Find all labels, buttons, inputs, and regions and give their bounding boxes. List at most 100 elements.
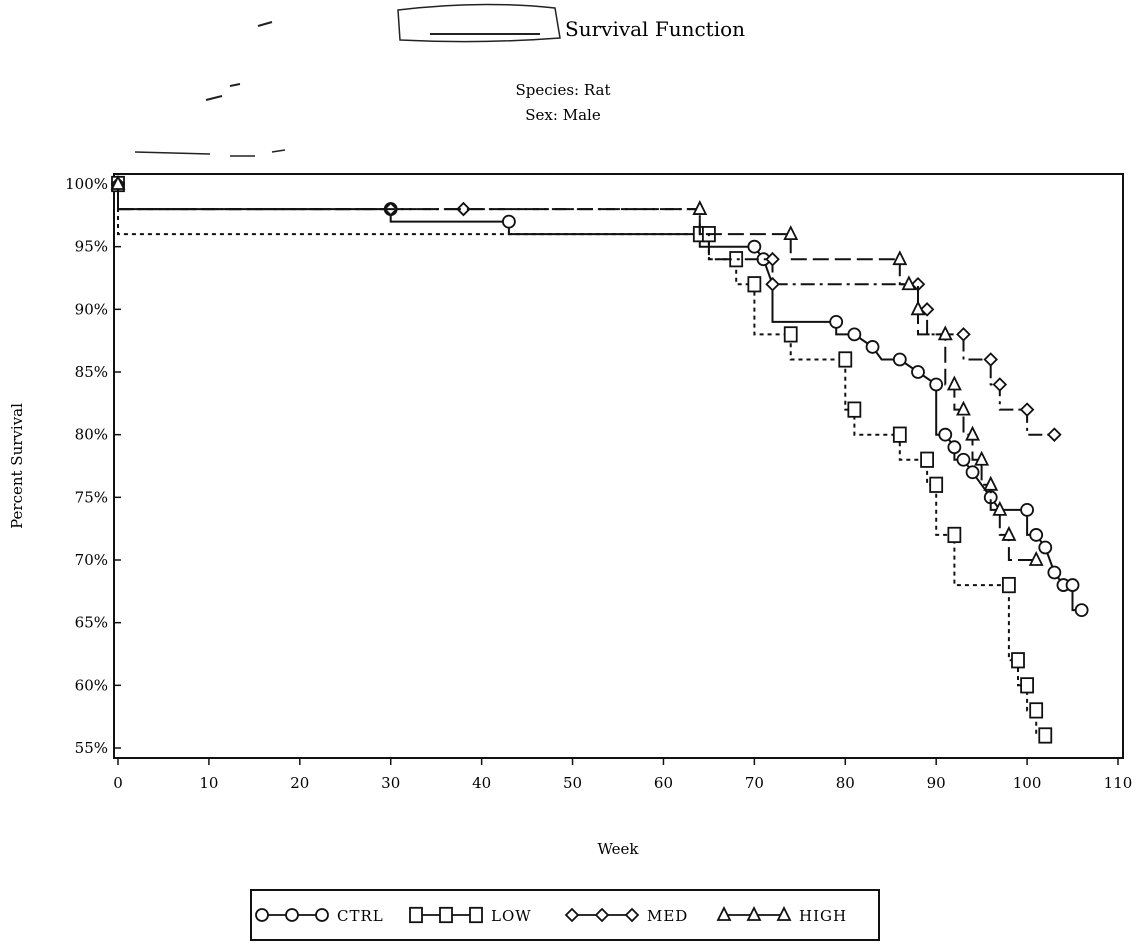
series-low	[111, 175, 1053, 744]
data-point-ctrl	[1020, 502, 1034, 517]
data-point-ctrl	[1038, 540, 1053, 555]
y-tick-label: 85%	[75, 363, 108, 381]
data-point-high	[1028, 550, 1044, 566]
legend-item-ctrl: CTRL	[255, 907, 384, 925]
data-point-med	[992, 377, 1008, 392]
data-point-high	[110, 174, 126, 190]
legend-marker-square	[469, 906, 483, 924]
x-tick-label: 20	[290, 774, 309, 792]
x-tick-label: 30	[381, 774, 400, 792]
data-point-ctrl	[1065, 578, 1080, 592]
y-axis: 100% 95% 90% 85% 80% 75% 70% 65% 60% 55%	[65, 175, 121, 757]
x-tick-label: 100	[1013, 774, 1042, 792]
data-point-low	[1011, 652, 1025, 669]
legend-label: HIGH	[799, 907, 847, 925]
data-point-med	[956, 327, 971, 342]
x-tick-label: 50	[563, 774, 582, 792]
data-point-high	[783, 225, 799, 241]
data-point-low	[1020, 677, 1034, 694]
legend-marker-diamond	[564, 907, 580, 923]
data-point-ctrl	[1074, 603, 1089, 618]
x-tick-label: 0	[113, 774, 123, 792]
series-line-high	[117, 184, 1037, 561]
x-tick-label: 60	[654, 774, 673, 792]
series-line-low	[117, 184, 1046, 737]
legend-marker-triangle	[776, 905, 792, 921]
data-point-ctrl	[947, 440, 962, 455]
x-tick-label: 90	[927, 774, 946, 792]
data-point-high	[692, 200, 708, 215]
data-point-med	[919, 302, 935, 317]
data-point-ctrl	[1029, 528, 1044, 542]
chart-subtitle-sex: Sex: Male	[525, 106, 601, 124]
data-point-high	[937, 325, 953, 341]
data-point-high	[892, 250, 908, 266]
data-point-low	[1002, 576, 1016, 594]
data-point-med	[983, 352, 999, 367]
data-point-low	[783, 326, 798, 343]
legend-label: CTRL	[337, 907, 384, 925]
data-point-med	[456, 201, 471, 217]
legend: CTRL LOW MED HIGH	[250, 889, 880, 941]
y-tick-label: 60%	[75, 676, 108, 694]
data-point-ctrl	[1047, 565, 1062, 580]
data-point-ctrl	[892, 352, 907, 367]
plot-frame	[113, 173, 1124, 759]
x-tick-label: 10	[199, 774, 218, 792]
x-tick-label: 70	[745, 774, 764, 792]
y-axis-label: Percent Survival	[8, 403, 26, 529]
data-point-ctrl	[502, 214, 516, 229]
y-tick-label: 55%	[75, 739, 108, 757]
data-point-high	[946, 375, 962, 391]
data-point-ctrl	[747, 239, 762, 254]
data-point-low	[747, 276, 762, 293]
legend-marker-circle	[315, 908, 329, 922]
data-point-low	[929, 476, 944, 493]
series-line-ctrl	[117, 184, 1082, 612]
x-tick-label: 80	[836, 774, 855, 792]
data-point-high	[983, 475, 999, 491]
data-point-low	[1038, 727, 1053, 744]
data-point-low	[838, 351, 853, 368]
legend-marker-triangle	[716, 905, 732, 921]
data-point-ctrl	[847, 327, 862, 342]
x-tick-label: 110	[1104, 774, 1133, 792]
x-axis-label: Week	[597, 840, 639, 858]
data-point-high	[974, 450, 990, 466]
data-point-ctrl	[829, 314, 844, 329]
legend-marker-diamond	[594, 907, 610, 923]
data-point-low	[847, 401, 862, 418]
y-tick-label: 90%	[75, 300, 108, 318]
data-point-low	[920, 451, 934, 468]
legend-box	[250, 889, 880, 941]
data-point-high	[965, 425, 981, 441]
data-point-med	[1019, 402, 1035, 417]
scan-artifacts	[134, 3, 561, 157]
legend-marker-triangle	[746, 905, 762, 921]
legend-marker-diamond	[624, 907, 640, 923]
data-point-high	[910, 300, 926, 316]
y-tick-label: 65%	[75, 614, 108, 632]
data-point-high	[955, 400, 971, 416]
data-point-ctrl	[956, 452, 971, 467]
data-point-med	[765, 276, 780, 292]
data-point-ctrl	[965, 465, 980, 480]
data-point-ctrl	[911, 365, 925, 379]
y-tick-label: 75%	[75, 488, 108, 506]
data-point-high	[901, 275, 917, 291]
data-point-high	[1001, 525, 1017, 541]
legend-marker-circle	[285, 908, 299, 922]
series-med	[110, 176, 1062, 442]
series-ctrl	[111, 177, 1089, 618]
series-layer	[110, 174, 1089, 744]
chart-subtitle-species: Species: Rat	[516, 81, 611, 99]
data-point-high	[992, 500, 1008, 516]
data-point-ctrl	[865, 340, 880, 354]
data-point-low	[892, 426, 907, 443]
chart-title: Survival Function	[565, 17, 745, 41]
x-axis: 0 10 20 30 40 50 60 70 80 90 100 110	[113, 758, 1132, 792]
data-point-med	[765, 251, 780, 267]
data-point-low	[729, 251, 744, 268]
legend-item-high: HIGH	[716, 905, 847, 925]
